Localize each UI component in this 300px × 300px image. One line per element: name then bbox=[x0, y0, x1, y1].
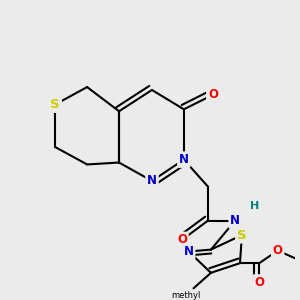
Text: O: O bbox=[208, 88, 218, 101]
Text: N: N bbox=[147, 174, 157, 188]
Text: N: N bbox=[179, 153, 189, 166]
Text: S: S bbox=[50, 98, 60, 111]
Text: O: O bbox=[273, 244, 283, 257]
Text: H: H bbox=[250, 201, 259, 211]
Text: methyl: methyl bbox=[171, 291, 200, 300]
Text: N: N bbox=[230, 214, 240, 227]
Text: O: O bbox=[254, 276, 264, 289]
Text: O: O bbox=[177, 233, 187, 246]
Text: S: S bbox=[237, 229, 247, 242]
Text: N: N bbox=[184, 245, 194, 258]
